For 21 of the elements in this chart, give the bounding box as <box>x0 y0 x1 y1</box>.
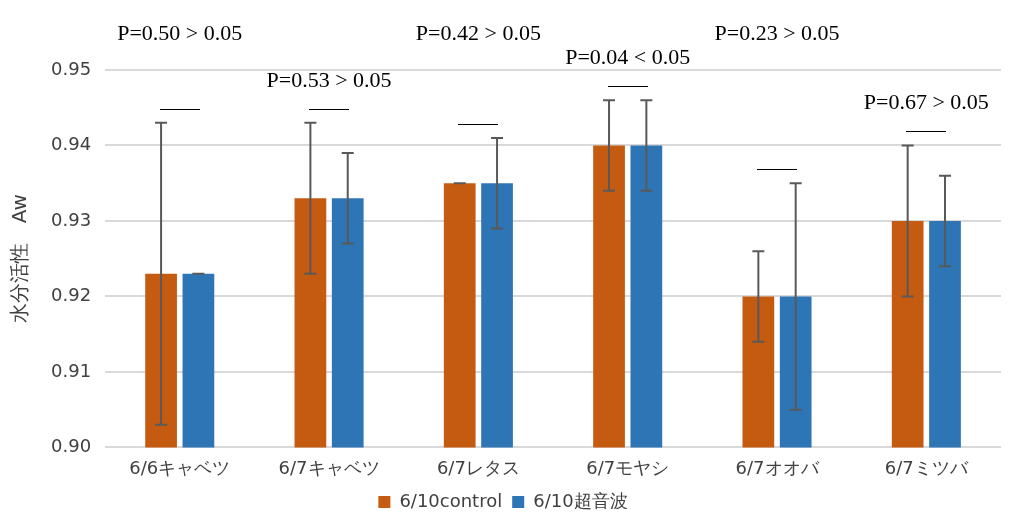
y-tick-label: 0.94 <box>51 133 92 155</box>
legend-label: 6/10control <box>399 489 503 511</box>
text: P=0.04 < 0.05 <box>565 44 691 70</box>
legend-label: 6/10超音波 <box>533 489 628 511</box>
text: P=0.23 > 0.05 <box>714 20 840 45</box>
y-axis-title: 水分活性 Aw <box>7 194 32 324</box>
y-tick-label: 0.91 <box>51 359 92 381</box>
x-tick-label: 6/7ミツバ <box>884 456 969 478</box>
text: P=0.42 > 0.05 <box>415 20 541 45</box>
y-tick-label: 0.93 <box>51 208 92 230</box>
x-tick-label: 6/6キャベツ <box>129 456 231 478</box>
y-tick-label: 0.92 <box>51 284 92 306</box>
y-tick-label: 0.90 <box>51 435 92 457</box>
x-tick-label: 6/7オオバ <box>735 456 820 478</box>
x-tick-label: 6/7レタス <box>436 456 520 478</box>
annotation: P=0.67 > 0.05 <box>863 89 989 115</box>
text: P=0.50 > 0.05 <box>117 20 243 45</box>
annotation: P=0.53 > 0.05 <box>266 66 392 92</box>
x-tick-label: 6/7キャベツ <box>278 456 380 478</box>
x-tick-label: 6/7モヤシ <box>586 456 670 478</box>
y-tick-label: 0.95 <box>51 57 92 79</box>
